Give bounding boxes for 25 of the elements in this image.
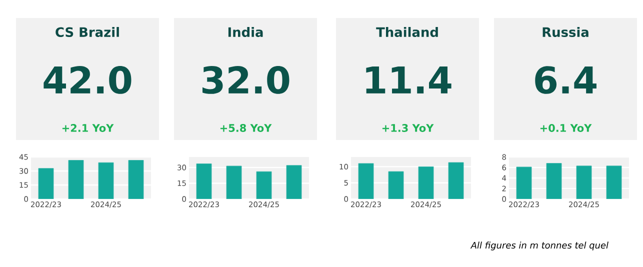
text: Thailand <box>376 26 438 38</box>
bar <box>38 168 54 199</box>
bar <box>286 165 302 199</box>
bar <box>448 162 464 199</box>
text: 6.4 <box>535 66 596 94</box>
text: Russia <box>542 26 588 38</box>
bar <box>196 163 212 199</box>
bar <box>256 171 272 199</box>
bar <box>68 160 84 199</box>
bar <box>388 171 404 199</box>
text: 11.4 <box>366 66 452 94</box>
bar <box>98 162 114 199</box>
text: +5.8 YoY <box>220 124 272 132</box>
bar <box>358 163 374 199</box>
text: +2.1 YoY <box>62 124 114 132</box>
bar <box>128 160 144 199</box>
text: CS Brazil <box>56 26 119 38</box>
text: +0.1 YoY <box>540 124 592 132</box>
text: India <box>228 26 263 38</box>
text: All figures in m tonnes tel quel <box>470 242 608 250</box>
bar <box>418 166 434 199</box>
bar <box>226 166 242 199</box>
text: 42.0 <box>44 66 132 94</box>
text: 32.0 <box>202 66 290 94</box>
text: +1.3 YoY <box>382 124 434 132</box>
